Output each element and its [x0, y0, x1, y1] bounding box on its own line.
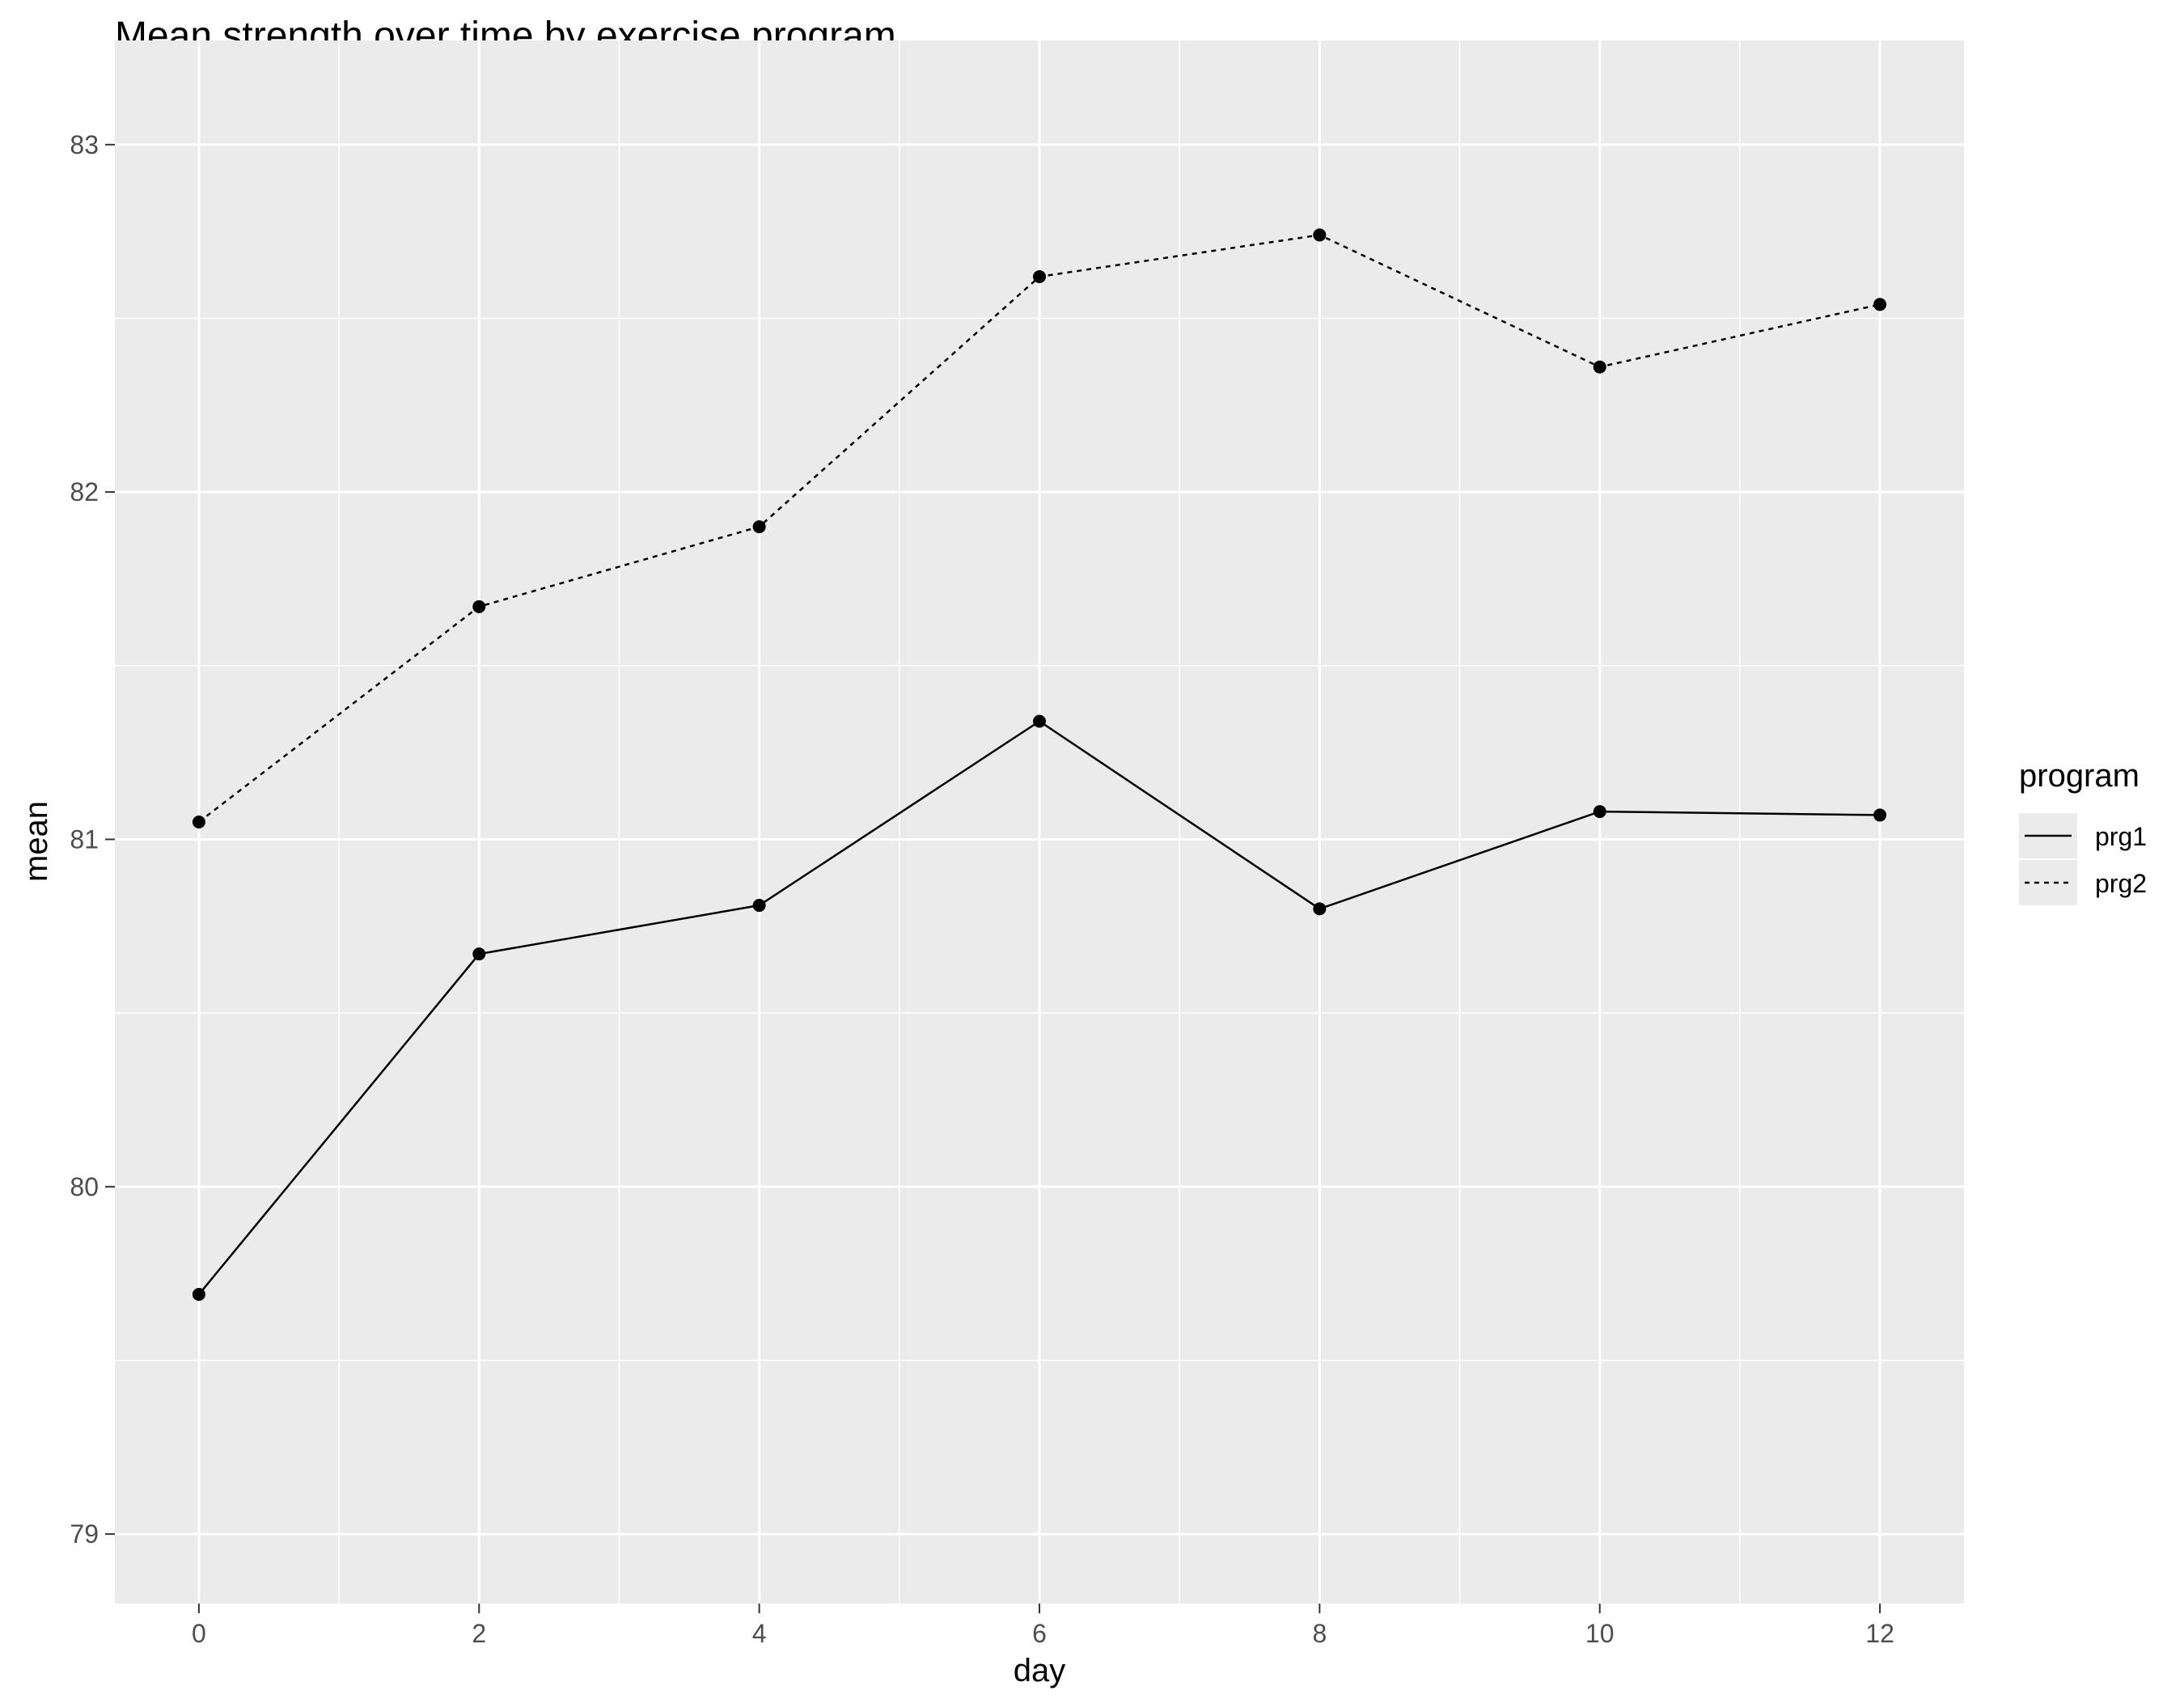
y-tick-label: 79	[70, 1519, 99, 1549]
data-point-prg1	[752, 899, 766, 913]
x-tick-label: 4	[752, 1619, 767, 1648]
data-point-prg2	[1873, 298, 1887, 311]
series-points	[192, 228, 1887, 1301]
legend-title: program	[2019, 758, 2140, 794]
y-tick-label: 81	[70, 824, 99, 854]
x-tick-label: 0	[192, 1619, 206, 1648]
data-point-prg2	[1033, 269, 1046, 283]
y-axis-title: mean	[19, 801, 54, 882]
legend-label-prg1: prg1	[2095, 822, 2147, 851]
y-tick-label: 82	[70, 477, 99, 506]
data-point-prg1	[192, 1287, 205, 1301]
x-tick-label: 2	[472, 1619, 486, 1648]
data-point-prg1	[472, 947, 486, 961]
y-tick-label: 83	[70, 130, 99, 159]
legend: program prg1 prg2	[2019, 758, 2147, 905]
x-axis: 0 2 4 6 8 10 12	[192, 1604, 1894, 1648]
x-tick-label: 10	[1585, 1619, 1615, 1648]
legend-keys: prg1 prg2	[2019, 813, 2147, 905]
data-point-prg1	[1033, 714, 1046, 728]
x-tick-label: 12	[1865, 1619, 1894, 1648]
data-point-prg1	[1873, 808, 1887, 822]
x-axis-title: day	[1014, 1653, 1066, 1688]
data-point-prg2	[192, 816, 205, 828]
data-point-prg2	[1593, 360, 1606, 374]
legend-label-prg2: prg2	[2095, 869, 2147, 898]
data-point-prg2	[472, 600, 486, 613]
x-tick-label: 8	[1312, 1619, 1327, 1648]
data-point-prg1	[1313, 902, 1327, 916]
y-tick-label: 80	[70, 1172, 99, 1201]
x-tick-label: 6	[1032, 1619, 1047, 1648]
data-point-prg2	[752, 520, 766, 534]
data-point-prg2	[1313, 228, 1327, 242]
y-axis: 79 80 81 82 83	[70, 130, 115, 1549]
data-point-prg1	[1593, 805, 1606, 819]
